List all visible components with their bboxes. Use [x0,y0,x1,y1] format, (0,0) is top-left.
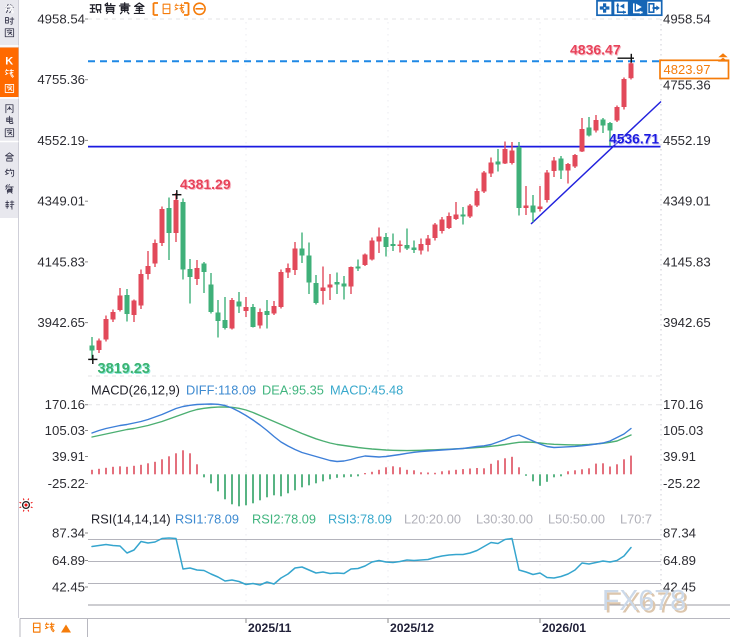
svg-text:2026/01: 2026/01 [542,621,586,635]
svg-text:3942.65: 3942.65 [37,315,85,330]
svg-text:4755.36: 4755.36 [37,72,85,87]
svg-text:4536.71: 4536.71 [609,132,659,147]
svg-text:RSI3:78.09: RSI3:78.09 [328,512,392,527]
svg-text:4145.83: 4145.83 [37,254,85,269]
svg-text:87.34: 87.34 [52,526,85,541]
svg-text:2025/12: 2025/12 [390,621,434,635]
svg-text:4145.83: 4145.83 [663,254,711,269]
svg-text:4349.01: 4349.01 [663,194,711,209]
svg-text:4552.19: 4552.19 [663,133,711,148]
svg-text:DEA:95.35: DEA:95.35 [262,383,324,398]
svg-text:4552.19: 4552.19 [37,133,85,148]
svg-text:42.45: 42.45 [52,580,85,595]
svg-text:4958.54: 4958.54 [37,12,85,27]
svg-text:L20:20.00: L20:20.00 [404,512,461,527]
svg-text:105.03: 105.03 [45,423,85,438]
svg-text:3819.23: 3819.23 [98,361,150,377]
svg-text:3942.65: 3942.65 [663,315,711,330]
svg-text:87.34: 87.34 [663,526,696,541]
svg-text:4349.01: 4349.01 [37,194,85,209]
svg-text:-25.22: -25.22 [663,476,700,491]
svg-text:39.91: 39.91 [663,449,696,464]
svg-text:L50:50.00: L50:50.00 [548,512,605,527]
svg-text:RSI2:78.09: RSI2:78.09 [252,512,316,527]
svg-text:FX678: FX678 [602,585,686,617]
svg-text:MACD(26,12,9): MACD(26,12,9) [91,383,180,398]
svg-text:42.45: 42.45 [663,580,696,595]
svg-text:DIFF:118.09: DIFF:118.09 [186,383,256,398]
svg-text:170.16: 170.16 [45,397,85,412]
svg-text:39.91: 39.91 [52,449,85,464]
svg-text:K: K [5,56,13,68]
svg-text:L70:7: L70:7 [620,512,652,527]
svg-text:4958.54: 4958.54 [663,12,711,27]
svg-text:RSI(14,14,14): RSI(14,14,14) [91,512,171,527]
svg-text:64.89: 64.89 [52,553,85,568]
svg-text:4381.29: 4381.29 [180,176,231,192]
svg-text:RSI1:78.09: RSI1:78.09 [175,512,239,527]
svg-text:170.16: 170.16 [663,397,703,412]
svg-text:4836.47: 4836.47 [570,42,621,58]
svg-text:MACD:45.48: MACD:45.48 [330,383,403,398]
svg-text:105.03: 105.03 [663,423,703,438]
svg-text:64.89: 64.89 [663,553,696,568]
svg-text:-25.22: -25.22 [48,476,85,491]
svg-text:2025/11: 2025/11 [248,621,292,635]
svg-text:L30:30.00: L30:30.00 [476,512,533,527]
svg-text:4823.97: 4823.97 [664,62,711,77]
svg-text:4755.36: 4755.36 [663,78,711,93]
